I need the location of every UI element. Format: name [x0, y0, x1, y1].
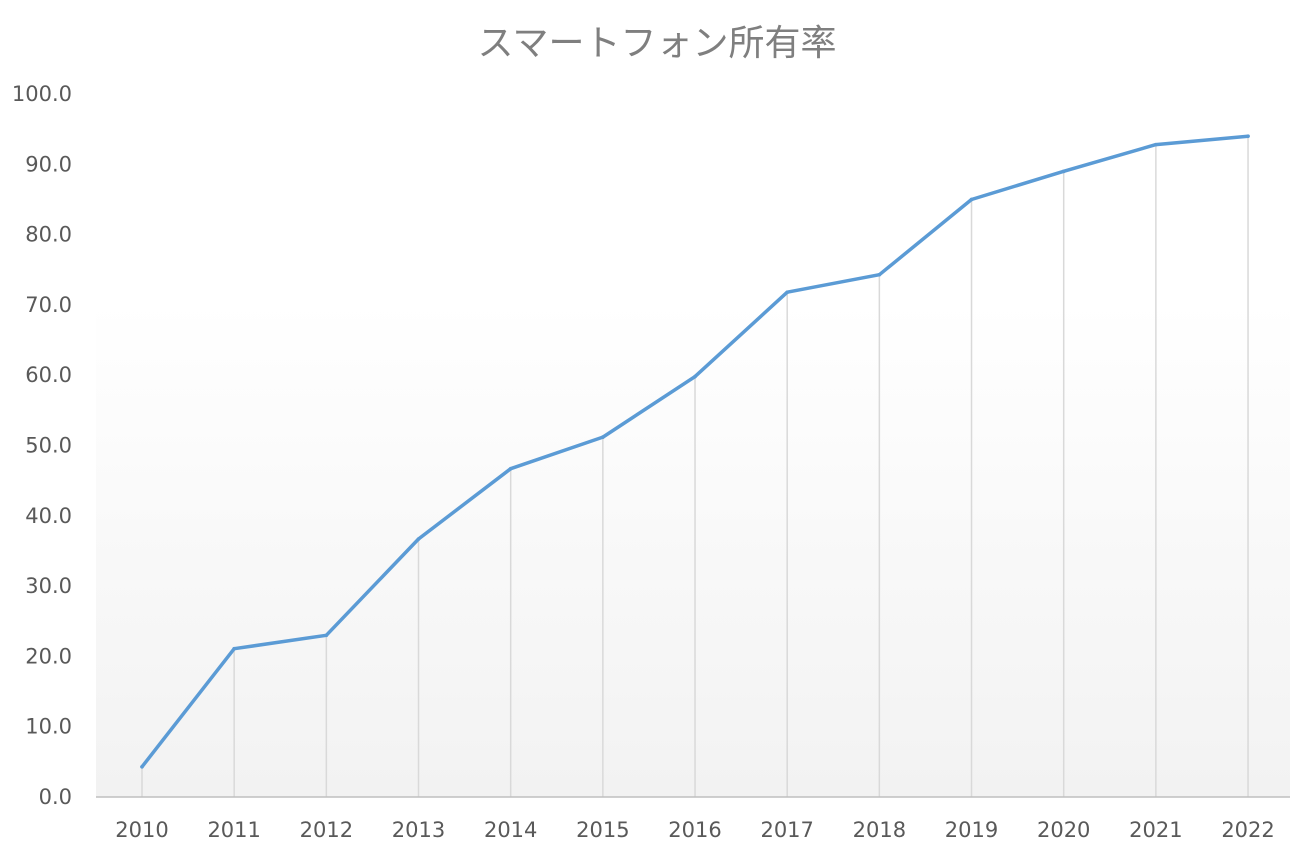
- data-point-2011: [232, 646, 236, 651]
- data-point-2020: [1061, 169, 1066, 174]
- data-point-2016: [693, 374, 697, 379]
- data-point-2018: [877, 272, 882, 277]
- y-axis-tick-labels: 0.0 10.0 20.0 30.0 40.0 50.0 60.0 70.0 80.0 90.0 1…: [12, 82, 72, 809]
- drop-lines: [141, 136, 1249, 797]
- x-tick-label: 2014: [484, 818, 537, 842]
- y-tick-label: 30.0: [25, 574, 72, 598]
- y-tick-label: 100.0: [12, 82, 72, 106]
- y-tick-label: 90.0: [25, 152, 72, 176]
- x-tick-label: 2012: [300, 818, 353, 842]
- data-point-2017: [785, 290, 789, 295]
- x-tick-label: 2018: [853, 818, 906, 842]
- x-tick-label: 2021: [1129, 818, 1182, 842]
- x-tick-label: 2017: [760, 818, 813, 842]
- data-point-2012: [324, 633, 329, 638]
- data-point-2015: [601, 435, 605, 439]
- data-point-2022: [1246, 134, 1250, 138]
- data-point-2013: [416, 537, 421, 541]
- data-point-2010: [140, 764, 144, 769]
- y-tick-label: 50.0: [25, 434, 72, 458]
- x-tick-label: 2011: [207, 818, 260, 842]
- y-tick-label: 70.0: [25, 293, 72, 317]
- y-tick-label: 0.0: [39, 785, 72, 809]
- y-tick-label: 10.0: [25, 715, 72, 739]
- data-point-2019: [969, 197, 974, 202]
- x-tick-label: 2013: [392, 818, 445, 842]
- data-point-2021: [1154, 142, 1158, 147]
- x-tick-label: 2015: [576, 818, 629, 842]
- y-tick-label: 20.0: [25, 644, 72, 668]
- chart-title: スマートフォン所有率: [478, 23, 837, 64]
- x-tick-label: 2010: [115, 818, 168, 842]
- y-tick-label: 60.0: [25, 363, 72, 387]
- y-tick-label: 80.0: [25, 223, 72, 247]
- x-tick-label: 2019: [945, 818, 998, 842]
- x-tick-label: 2020: [1037, 818, 1090, 842]
- x-tick-label: 2016: [668, 818, 721, 842]
- plot-area: [96, 90, 1290, 797]
- data-point-2014: [508, 466, 513, 471]
- y-tick-label: 40.0: [25, 504, 72, 528]
- series-points: [140, 134, 1250, 769]
- x-tick-label: 2022: [1221, 818, 1274, 842]
- x-axis-tick-labels: 2010 2011 2012 2013 2014 2015 2016 2017 2018 2019…: [115, 818, 1274, 842]
